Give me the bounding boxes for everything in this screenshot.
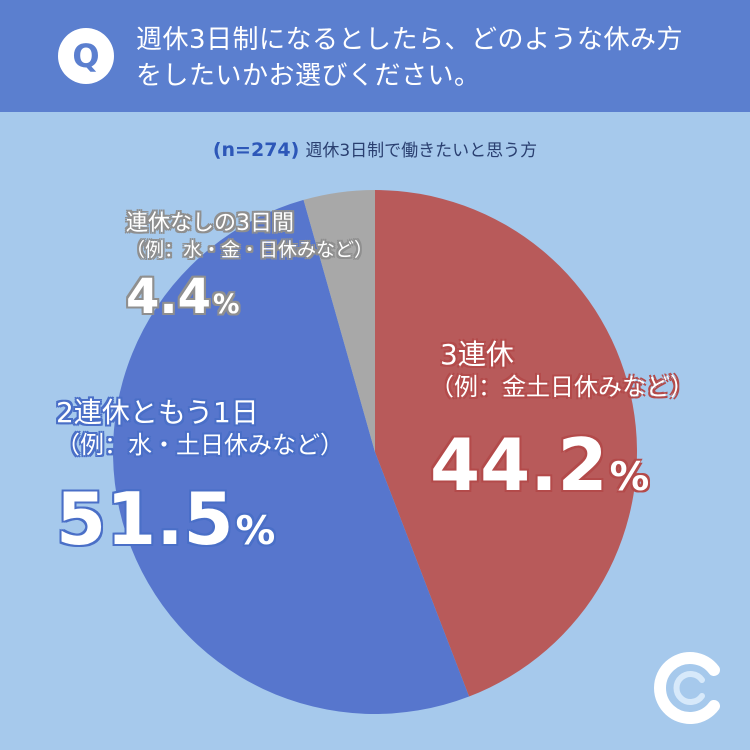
slice-label-3-day-weekend: 3連休 （例：金土日休みなど） 44.2% xyxy=(430,338,694,518)
slice-example: （例：水・金・日休みなど） xyxy=(126,239,374,261)
slice-percent-unit: % xyxy=(235,508,276,554)
sample-description: 週休3日制で働きたいと思う方 xyxy=(305,141,538,161)
question-header: Q 週休3日制になるとしたら、どのような休み方 をしたいかお選びください。 xyxy=(0,0,750,112)
slice-example: （例：金土日休みなど） xyxy=(430,373,694,401)
pie-slice-0 xyxy=(375,190,637,697)
question-text: 週休3日制になるとしたら、どのような休み方 をしたいかお選びください。 xyxy=(136,22,726,94)
slice-name: 連休なしの3日間 xyxy=(126,211,294,236)
slice-name: 2連休ともう1日 xyxy=(56,396,259,429)
q-badge-icon: Q xyxy=(58,28,114,84)
pie-slice-2 xyxy=(303,190,375,452)
slice-percent-unit: % xyxy=(609,454,650,500)
slice-percent-value: 44.2 xyxy=(430,423,608,507)
slice-percent-unit: % xyxy=(213,289,240,320)
question-line-2: をしたいかお選びください。 xyxy=(136,61,481,91)
pie-slice-1 xyxy=(112,199,470,715)
question-line-1: 週休3日制になるとしたら、どのような休み方 xyxy=(136,25,684,55)
sample-subtitle: (n=274) 週休3日制で働きたいと思う方 xyxy=(0,136,750,161)
slice-name: 3連休 xyxy=(440,338,514,371)
slice-percent: 4.4% xyxy=(126,269,373,333)
c-logo-icon xyxy=(654,652,720,724)
slice-example: （例：水・土日休みなど） xyxy=(56,431,344,459)
slice-label-2-plus-1: 2連休ともう1日 （例：水・土日休みなど） 51.5% xyxy=(56,396,344,572)
slice-label-no-consecutive: 連休なしの3日間 （例：水・金・日休みなど） 4.4% xyxy=(126,210,373,333)
slice-percent-value: 51.5 xyxy=(56,477,234,561)
sample-size: (n=274) xyxy=(212,139,300,161)
slice-percent: 51.5% xyxy=(56,478,344,572)
slice-percent-value: 4.4 xyxy=(126,269,212,325)
slice-percent: 44.2% xyxy=(430,424,694,518)
